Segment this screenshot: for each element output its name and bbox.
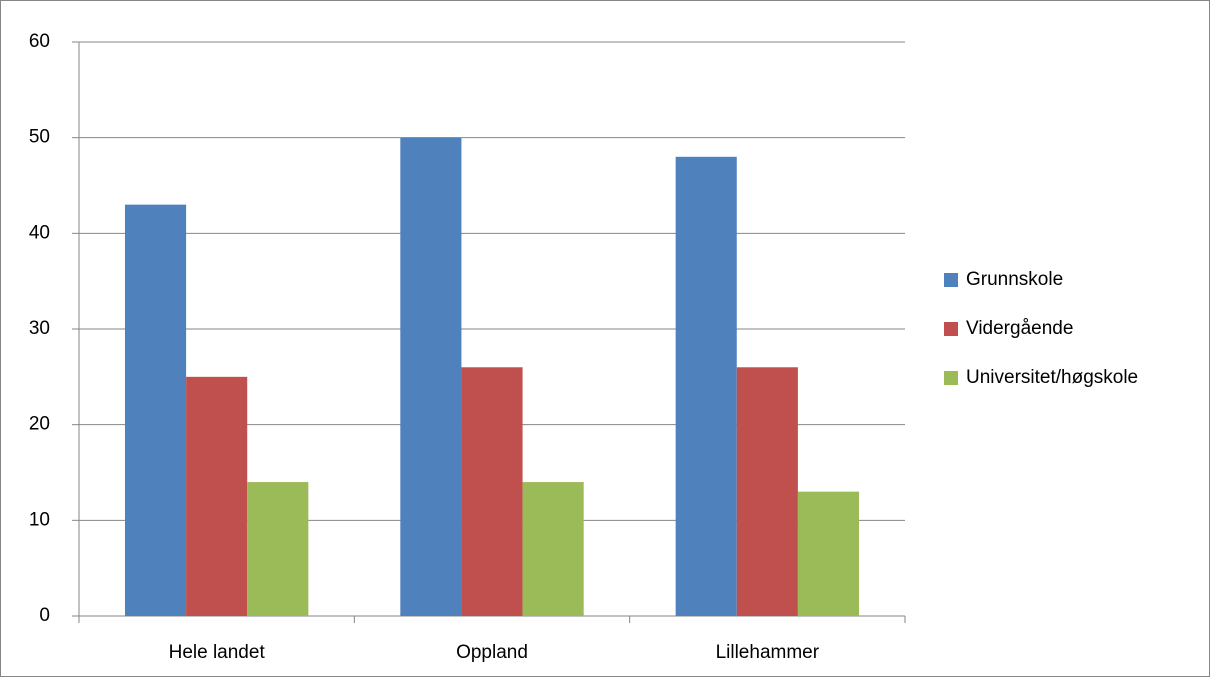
bar <box>186 376 248 616</box>
bar <box>736 367 798 616</box>
legend-label: Vidergående <box>966 318 1073 339</box>
bar <box>124 204 187 616</box>
legend-label: Grunnskole <box>966 269 1063 290</box>
legend-label: Universitet/høgskole <box>966 367 1138 388</box>
legend-swatch <box>944 371 958 385</box>
y-tick-label: 60 <box>29 31 50 52</box>
y-tick-label: 10 <box>29 509 50 530</box>
bar <box>247 482 309 616</box>
x-tick-label: Lillehammer <box>716 642 820 663</box>
bar <box>522 482 584 616</box>
legend-swatch <box>944 273 958 287</box>
bar <box>675 156 737 617</box>
bar <box>797 491 860 616</box>
bar <box>400 137 462 616</box>
y-tick-label: 0 <box>39 605 50 626</box>
y-tick-label: 40 <box>29 222 50 243</box>
bar <box>461 367 523 616</box>
y-tick-label: 50 <box>29 127 50 148</box>
y-tick-label: 30 <box>29 318 50 339</box>
legend-swatch <box>944 322 958 336</box>
x-tick-label: Oppland <box>456 642 528 663</box>
y-tick-label: 20 <box>29 414 50 435</box>
x-tick-label: Hele landet <box>169 642 266 663</box>
